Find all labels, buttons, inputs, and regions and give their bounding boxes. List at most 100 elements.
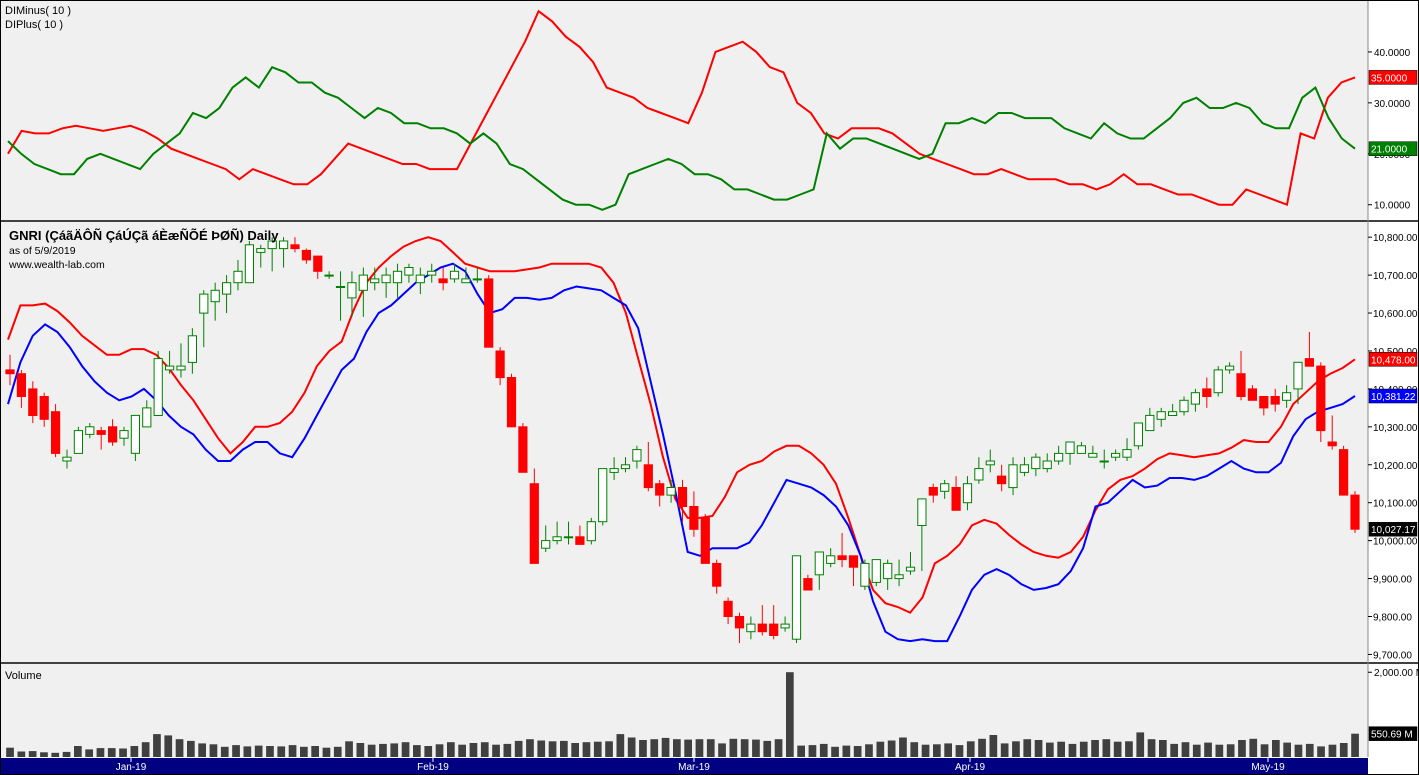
candle-body bbox=[370, 278, 380, 284]
volume-bar bbox=[17, 751, 26, 757]
price-subtitle: as of 5/9/2019 bbox=[9, 245, 76, 257]
candle-body bbox=[871, 559, 881, 583]
volume-bar bbox=[435, 744, 444, 757]
candle-body bbox=[769, 623, 779, 636]
candle bbox=[1099, 449, 1109, 469]
volume-bar bbox=[390, 743, 399, 757]
candle-body bbox=[119, 430, 129, 439]
volume-bar bbox=[198, 743, 206, 757]
candle-body bbox=[962, 483, 973, 504]
volume-bar bbox=[605, 741, 613, 757]
candle-body bbox=[39, 396, 49, 420]
candle-body bbox=[449, 270, 460, 280]
volume-bar bbox=[1339, 743, 1348, 757]
candle-body bbox=[1247, 388, 1258, 401]
candle bbox=[1316, 362, 1326, 442]
candle-body bbox=[860, 562, 870, 587]
volume-bar bbox=[266, 746, 274, 757]
volume-bar bbox=[322, 747, 331, 757]
candle bbox=[1304, 332, 1315, 367]
volume-bar bbox=[1317, 746, 1325, 757]
candle-body bbox=[472, 278, 482, 281]
candle-body bbox=[529, 483, 539, 564]
price-pane[interactable] bbox=[1, 222, 1368, 662]
candle-body bbox=[267, 240, 277, 250]
candle bbox=[769, 605, 779, 640]
volume-bar bbox=[96, 748, 105, 757]
candle bbox=[643, 442, 653, 492]
volume-bar bbox=[107, 748, 116, 757]
candle bbox=[997, 464, 1007, 492]
last-label-volume-text: 550.69 M bbox=[1371, 730, 1413, 741]
candle bbox=[1259, 396, 1269, 416]
candle-body bbox=[837, 555, 847, 561]
indicator-axis-tick: 10.0000 bbox=[1374, 201, 1411, 212]
candle-body bbox=[347, 282, 357, 299]
candle bbox=[142, 400, 152, 428]
candle bbox=[1156, 407, 1166, 427]
candle-body bbox=[791, 555, 802, 640]
candle-body bbox=[1339, 449, 1349, 496]
candle bbox=[119, 426, 129, 446]
volume-bar bbox=[1204, 742, 1212, 757]
candle-body bbox=[757, 623, 767, 633]
candle-body bbox=[1327, 441, 1337, 447]
candle bbox=[290, 237, 300, 253]
price-title: GNRI (ÇáãÄÔÑ ÇáÚÇã áÈæÑÕÉ ÞØÑ) Daily bbox=[9, 228, 279, 243]
candle-body bbox=[404, 267, 414, 276]
candle bbox=[62, 449, 72, 469]
last-label-lower-bg bbox=[1368, 388, 1418, 404]
right-axis bbox=[1368, 1, 1419, 757]
volume-bar bbox=[28, 751, 37, 757]
candle bbox=[894, 559, 904, 587]
volume-bar bbox=[1260, 744, 1269, 757]
candle-body bbox=[997, 475, 1007, 485]
candle-body bbox=[1019, 464, 1029, 473]
candle-body bbox=[1156, 411, 1166, 420]
candle bbox=[233, 259, 243, 291]
candle-body bbox=[96, 430, 106, 435]
candle-body bbox=[814, 551, 824, 576]
candle-body bbox=[620, 464, 631, 470]
legend-di-plus: DIPlus( 10 ) bbox=[5, 19, 63, 31]
candle bbox=[1350, 491, 1360, 534]
candle bbox=[632, 445, 642, 469]
candle-body bbox=[677, 487, 688, 507]
volume-bar bbox=[1283, 742, 1291, 757]
volume-bar bbox=[6, 747, 14, 757]
candle bbox=[1088, 445, 1098, 458]
volume-bar bbox=[424, 746, 433, 757]
candle bbox=[472, 267, 482, 283]
candle bbox=[757, 605, 767, 636]
candle-body bbox=[484, 278, 494, 348]
di-minus-line bbox=[7, 9, 1356, 207]
candle-body bbox=[951, 487, 961, 511]
candle bbox=[1031, 453, 1041, 477]
candle-body bbox=[780, 623, 790, 629]
price-axis-tick: 9,900.00 bbox=[1373, 575, 1412, 586]
volume-bar bbox=[1057, 741, 1065, 757]
volume-bar bbox=[955, 745, 964, 757]
volume-axis-tick: 2,000.00 M bbox=[1374, 668, 1419, 679]
candle bbox=[826, 548, 836, 568]
price-axis-tick: 10,300.00 bbox=[1373, 423, 1418, 434]
candle-body bbox=[324, 274, 334, 277]
last-label-lower-text: 10,381.22 bbox=[1371, 392, 1416, 403]
candle-body bbox=[313, 255, 323, 272]
indicator-pane[interactable] bbox=[1, 1, 1368, 220]
volume-bar bbox=[763, 740, 772, 757]
volume-bar bbox=[187, 740, 195, 757]
last-label-close: 10,027.17 bbox=[1368, 521, 1418, 537]
candle-body bbox=[575, 536, 585, 545]
candle-body bbox=[1099, 460, 1109, 463]
candle bbox=[404, 263, 414, 283]
volume-bar bbox=[209, 744, 218, 757]
candle bbox=[1247, 385, 1258, 401]
candle bbox=[563, 521, 574, 545]
volume-bar bbox=[989, 735, 998, 757]
volume-bar bbox=[469, 743, 478, 757]
candle bbox=[85, 423, 95, 439]
volume-bar bbox=[650, 739, 659, 757]
date-label: Feb-19 bbox=[417, 762, 449, 773]
